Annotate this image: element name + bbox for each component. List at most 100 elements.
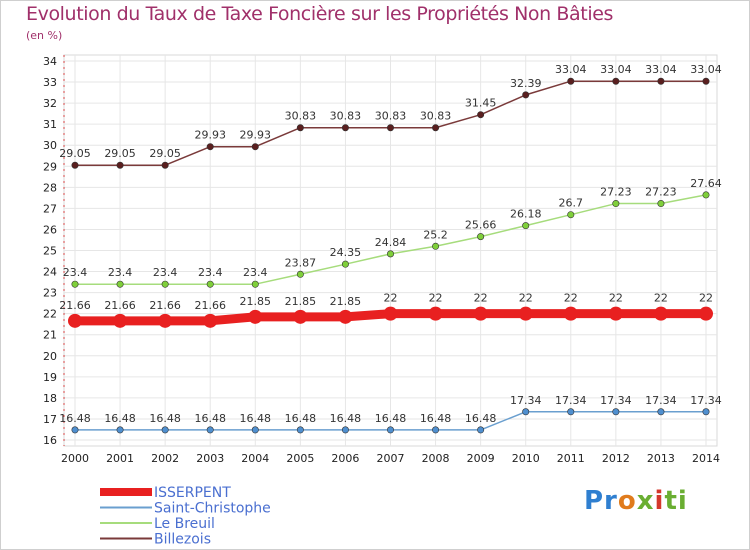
y-tick-label: 34 xyxy=(43,55,57,68)
data-point xyxy=(653,306,668,321)
y-tick-label: 24 xyxy=(43,266,57,279)
data-point xyxy=(116,426,124,434)
x-tick-label: 2001 xyxy=(106,452,134,465)
data-label: 30.83 xyxy=(330,110,362,123)
data-label: 22 xyxy=(429,292,443,305)
data-label: 16.48 xyxy=(330,412,362,425)
logo-part: o xyxy=(617,486,637,516)
data-label: 21.66 xyxy=(194,299,226,312)
data-point xyxy=(71,426,79,434)
data-point xyxy=(71,161,79,169)
x-tick-label: 2012 xyxy=(602,452,630,465)
chart-subtitle: (en %) xyxy=(26,29,63,42)
data-point xyxy=(612,408,620,416)
data-label: 26.7 xyxy=(559,197,584,210)
logo-part: i xyxy=(654,486,665,516)
data-point xyxy=(203,313,218,328)
data-point xyxy=(563,306,578,321)
y-tick-label: 16 xyxy=(43,434,57,447)
data-label: 30.83 xyxy=(420,110,452,123)
data-point xyxy=(567,408,575,416)
data-label: 16.48 xyxy=(285,412,317,425)
data-label: 25.66 xyxy=(465,219,497,232)
data-label: 22 xyxy=(699,292,713,305)
x-tick-label: 2007 xyxy=(377,452,405,465)
data-point xyxy=(341,260,349,268)
data-label: 33.04 xyxy=(645,63,677,76)
data-point xyxy=(161,426,169,434)
data-label: 21.66 xyxy=(59,299,91,312)
data-point xyxy=(206,143,214,151)
data-label: 21.66 xyxy=(104,299,136,312)
data-point xyxy=(522,408,530,416)
data-label: 27.23 xyxy=(600,186,632,199)
data-label: 23.4 xyxy=(243,266,268,279)
data-label: 33.04 xyxy=(555,63,587,76)
data-label: 22 xyxy=(474,292,488,305)
data-label: 21.66 xyxy=(149,299,181,312)
data-point xyxy=(341,124,349,132)
logo-part: Pr xyxy=(584,486,618,516)
data-point xyxy=(657,77,665,85)
data-label: 29.05 xyxy=(59,147,91,160)
data-point xyxy=(251,143,259,151)
data-point xyxy=(113,313,128,328)
data-point xyxy=(567,211,575,219)
data-point xyxy=(477,233,485,241)
data-point xyxy=(432,242,440,250)
x-tick-label: 2013 xyxy=(647,452,675,465)
data-point xyxy=(702,408,710,416)
data-label: 17.34 xyxy=(690,394,722,407)
y-tick-label: 27 xyxy=(43,202,57,215)
x-tick-label: 2009 xyxy=(467,452,495,465)
data-label: 17.34 xyxy=(645,394,677,407)
data-label: 17.34 xyxy=(555,394,587,407)
data-point xyxy=(296,124,304,132)
data-label: 29.93 xyxy=(194,129,226,142)
logo-part: ti xyxy=(664,486,688,516)
data-point xyxy=(612,77,620,85)
data-label: 22 xyxy=(384,292,398,305)
y-tick-label: 19 xyxy=(43,371,57,384)
y-tick-label: 20 xyxy=(43,350,57,363)
data-label: 17.34 xyxy=(510,394,542,407)
data-label: 16.48 xyxy=(240,412,272,425)
data-point xyxy=(251,426,259,434)
data-label: 33.04 xyxy=(690,63,722,76)
x-tick-label: 2002 xyxy=(151,452,179,465)
data-label: 17.34 xyxy=(600,394,632,407)
y-tick-label: 30 xyxy=(43,139,57,152)
data-point xyxy=(251,280,259,288)
data-label: 30.83 xyxy=(285,110,317,123)
data-point xyxy=(657,200,665,208)
data-point xyxy=(161,161,169,169)
y-tick-label: 33 xyxy=(43,76,57,89)
y-tick-label: 31 xyxy=(43,118,57,131)
data-label: 29.05 xyxy=(104,147,136,160)
x-tick-label: 2005 xyxy=(286,452,314,465)
data-label: 16.48 xyxy=(465,412,497,425)
data-point xyxy=(338,309,353,324)
data-point xyxy=(477,111,485,119)
data-point xyxy=(296,270,304,278)
data-label: 29.05 xyxy=(149,147,181,160)
data-label: 30.83 xyxy=(375,110,407,123)
data-label: 26.18 xyxy=(510,208,542,221)
data-label: 22 xyxy=(519,292,533,305)
data-point xyxy=(68,313,82,328)
data-label: 29.93 xyxy=(240,129,272,142)
y-tick-label: 21 xyxy=(43,329,57,342)
data-label: 27.23 xyxy=(645,186,677,199)
data-point xyxy=(428,306,443,321)
legend-label: Saint-Christophe xyxy=(154,501,271,517)
x-tick-label: 2008 xyxy=(422,452,450,465)
data-point xyxy=(522,91,530,99)
data-label: 16.48 xyxy=(59,412,91,425)
data-label: 23.4 xyxy=(63,266,88,279)
data-label: 21.85 xyxy=(240,295,272,308)
data-point xyxy=(158,313,173,328)
legend-label: Billezois xyxy=(154,532,211,548)
data-point xyxy=(518,306,533,321)
data-point xyxy=(522,222,530,230)
proxiti-logo: Proxiti xyxy=(584,486,688,516)
